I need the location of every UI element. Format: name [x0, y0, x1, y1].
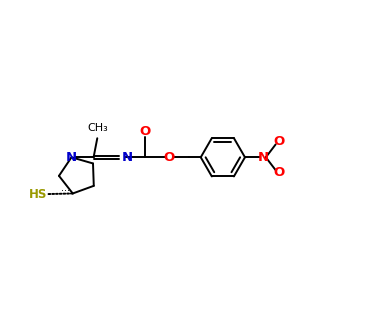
Text: ···: ··· [61, 186, 70, 196]
Text: N: N [66, 151, 77, 164]
Text: N: N [258, 151, 269, 164]
Text: N: N [122, 151, 133, 164]
Text: O: O [139, 125, 150, 138]
Text: O: O [274, 166, 285, 179]
Text: CH₃: CH₃ [87, 123, 108, 133]
Text: O: O [163, 151, 174, 164]
Text: HS: HS [29, 188, 47, 201]
Text: O: O [274, 135, 285, 148]
